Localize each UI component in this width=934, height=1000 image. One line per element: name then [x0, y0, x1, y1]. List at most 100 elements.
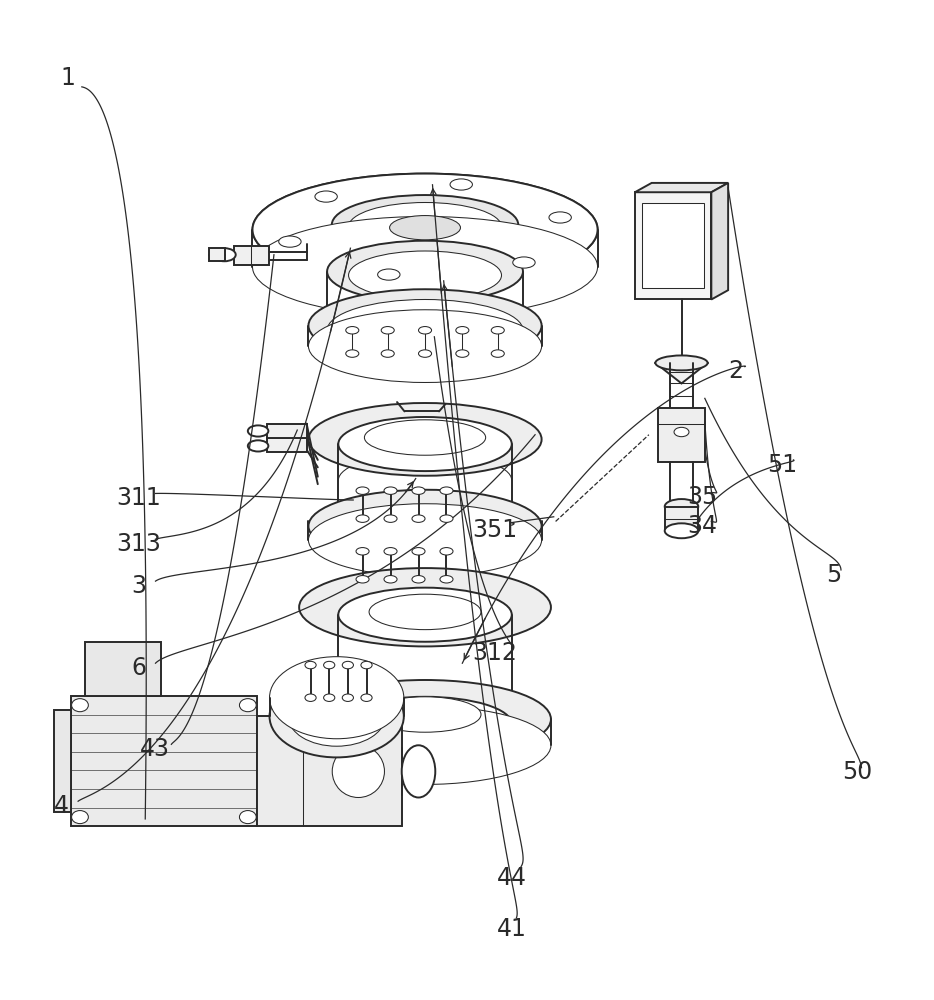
Ellipse shape [252, 174, 598, 285]
Ellipse shape [299, 680, 551, 758]
Ellipse shape [338, 697, 512, 751]
Ellipse shape [402, 745, 435, 798]
Ellipse shape [252, 216, 598, 317]
Ellipse shape [248, 425, 268, 437]
Ellipse shape [299, 706, 551, 784]
Ellipse shape [665, 523, 699, 538]
Text: 2: 2 [729, 359, 743, 383]
Ellipse shape [361, 661, 372, 669]
Ellipse shape [308, 310, 542, 382]
Bar [635, 192, 712, 299]
Ellipse shape [239, 811, 256, 824]
Ellipse shape [412, 576, 425, 583]
Text: 3: 3 [131, 574, 147, 598]
Ellipse shape [384, 487, 397, 494]
Text: 312: 312 [473, 641, 517, 665]
Ellipse shape [333, 745, 385, 798]
Ellipse shape [348, 202, 502, 251]
Ellipse shape [323, 661, 334, 669]
Ellipse shape [381, 350, 394, 357]
Ellipse shape [338, 417, 512, 471]
Polygon shape [712, 183, 729, 299]
Ellipse shape [412, 515, 425, 522]
Ellipse shape [308, 490, 542, 562]
Polygon shape [656, 363, 708, 383]
Ellipse shape [248, 440, 268, 452]
Ellipse shape [332, 195, 518, 255]
Ellipse shape [289, 687, 385, 746]
Ellipse shape [342, 661, 353, 669]
Ellipse shape [384, 515, 397, 522]
Bar [267, 438, 306, 452]
Text: 6: 6 [131, 656, 147, 680]
Ellipse shape [513, 257, 535, 268]
Bar [234, 246, 269, 265]
Ellipse shape [440, 548, 453, 555]
Ellipse shape [252, 174, 598, 285]
Text: 34: 34 [687, 514, 717, 538]
Bar [85, 642, 161, 696]
Ellipse shape [213, 248, 235, 261]
Text: 51: 51 [767, 453, 798, 477]
Ellipse shape [369, 697, 481, 732]
Text: 4: 4 [54, 794, 69, 818]
Text: 1: 1 [61, 66, 76, 90]
Text: 35: 35 [686, 485, 717, 509]
Ellipse shape [72, 699, 89, 712]
Ellipse shape [440, 487, 453, 494]
Bar [658, 408, 705, 462]
Ellipse shape [308, 403, 542, 476]
Ellipse shape [412, 487, 425, 494]
Ellipse shape [342, 694, 353, 701]
Text: 313: 313 [117, 532, 162, 556]
Text: 43: 43 [139, 737, 170, 761]
Ellipse shape [369, 594, 481, 630]
Ellipse shape [305, 694, 316, 701]
Ellipse shape [356, 576, 369, 583]
Bar [267, 424, 306, 438]
Text: 5: 5 [826, 563, 842, 587]
Ellipse shape [549, 212, 572, 223]
Bar [643, 203, 704, 288]
Ellipse shape [346, 327, 359, 334]
Ellipse shape [665, 499, 699, 514]
Ellipse shape [418, 350, 432, 357]
Ellipse shape [270, 675, 403, 757]
Ellipse shape [299, 568, 551, 646]
Ellipse shape [418, 327, 432, 334]
Ellipse shape [356, 548, 369, 555]
Ellipse shape [412, 548, 425, 555]
Text: 41: 41 [497, 917, 527, 941]
Ellipse shape [674, 427, 689, 437]
Ellipse shape [450, 179, 473, 190]
Ellipse shape [308, 289, 542, 362]
Ellipse shape [327, 299, 523, 361]
Ellipse shape [346, 350, 359, 357]
Text: 311: 311 [117, 486, 161, 510]
Bar [208, 248, 224, 261]
Ellipse shape [384, 576, 397, 583]
Ellipse shape [389, 216, 460, 240]
Ellipse shape [491, 350, 504, 357]
Bar [665, 507, 699, 531]
Polygon shape [635, 183, 729, 192]
Ellipse shape [377, 269, 400, 280]
Ellipse shape [656, 355, 708, 370]
Ellipse shape [456, 327, 469, 334]
Ellipse shape [356, 487, 369, 494]
Text: 44: 44 [497, 866, 527, 890]
Ellipse shape [338, 494, 512, 548]
Ellipse shape [305, 661, 316, 669]
Ellipse shape [239, 699, 256, 712]
Ellipse shape [315, 191, 337, 202]
Ellipse shape [348, 251, 502, 299]
Ellipse shape [338, 588, 512, 642]
Ellipse shape [491, 327, 504, 334]
Ellipse shape [364, 420, 486, 455]
Ellipse shape [381, 327, 394, 334]
Ellipse shape [327, 241, 523, 302]
Ellipse shape [270, 657, 403, 739]
Text: 50: 50 [842, 760, 872, 784]
Ellipse shape [456, 350, 469, 357]
Text: 351: 351 [473, 518, 517, 542]
